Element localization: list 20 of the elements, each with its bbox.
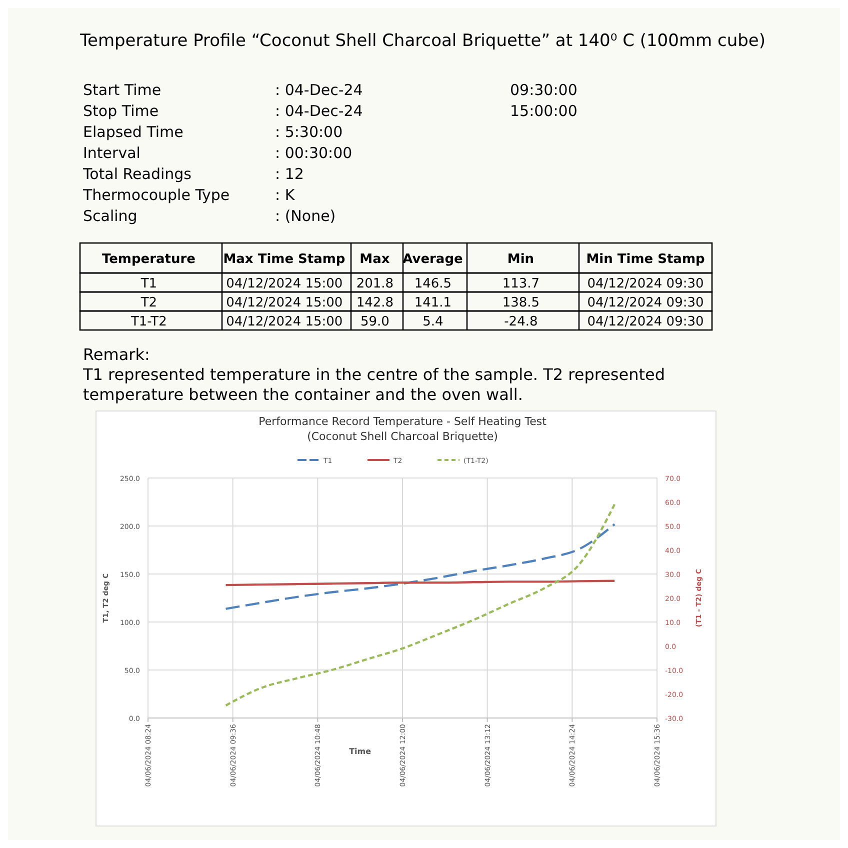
text: T2 04/12/2024 15:00 142.8 141.1 138.5 04/12/2024 09:30 <box>140 296 704 310</box>
text: T1 04/12/2024 15:00 201.8 146.5 113.7 04/12/2024 09:30 <box>140 276 704 292</box>
text: Elapsed Time : 5:30:00 <box>83 123 343 141</box>
text: T1 represented temperature in the centre of the sample. T2 represented <box>82 365 666 384</box>
x-axis-title: Time <box>349 747 372 756</box>
text: Remark: <box>83 345 150 364</box>
chart-title: Performance Record Temperature - Self Heating Test <box>258 415 548 428</box>
text: Temperature Max Time Stamp Max Average Min Min Time Stamp <box>102 252 705 267</box>
chart-subtitle: (Coconut Shell Charcoal Briquette) <box>307 430 498 443</box>
text: Total Readings : 12 <box>83 165 304 183</box>
line-series <box>224 503 616 707</box>
text: Start Time : 04-Dec-24 09:30:00 <box>83 81 578 99</box>
text: temperature between the container and the oven wall. <box>83 385 523 404</box>
text: T1-T2 04/12/2024 15:00 59.0 5.4 -24.8 04/12/2024 09:30 <box>130 314 704 330</box>
text: Scaling : (None) <box>83 207 336 225</box>
text: Interval : 00:30:00 <box>83 144 352 162</box>
text: Thermocouple Type : K <box>83 186 295 204</box>
line-series <box>224 523 616 610</box>
text: Stop Time : 04-Dec-24 15:00:00 <box>83 102 578 120</box>
text: Temperature Profile “Coconut Shell Charcoal Briquette” at 140⁰ C (100mm cube) <box>79 31 766 51</box>
